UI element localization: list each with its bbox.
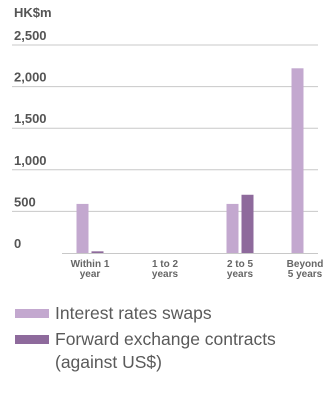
x-category-label: 1 to 2 bbox=[152, 259, 179, 270]
x-category-label: years bbox=[152, 269, 179, 280]
bar-forward-exchange-2 bbox=[241, 194, 254, 253]
legend-swatch-forward-exchange bbox=[15, 335, 49, 344]
legend-swatch-interest-rate-swaps bbox=[15, 309, 49, 318]
y-tick-label: 0 bbox=[14, 236, 21, 251]
chart-legend: Interest rates swaps Forward exchange co… bbox=[12, 302, 317, 377]
y-tick-label: 1,500 bbox=[14, 111, 47, 126]
legend-label: Interest rates swaps bbox=[55, 303, 212, 323]
x-category-label: years bbox=[227, 269, 254, 280]
legend-item-forward-exchange: Forward exchange contracts (against US$) bbox=[12, 328, 317, 374]
y-tick-label: 500 bbox=[14, 194, 36, 209]
x-category-label: 5 years bbox=[288, 269, 323, 280]
x-category-label: year bbox=[80, 269, 101, 280]
legend-item-interest-rate-swaps: Interest rates swaps bbox=[12, 302, 317, 325]
bar-interest-rate-swaps-2 bbox=[226, 203, 239, 253]
x-category-label: Beyond bbox=[287, 259, 324, 270]
x-category-label: 2 to 5 bbox=[227, 259, 254, 270]
y-unit-label: HK$m bbox=[14, 5, 52, 20]
y-tick-label: 2,500 bbox=[14, 28, 47, 43]
bar-forward-exchange-0 bbox=[91, 251, 104, 253]
y-tick-label: 2,000 bbox=[14, 70, 47, 85]
x-category-label: Within 1 bbox=[71, 259, 110, 270]
legend-label: Forward exchange contracts (against US$) bbox=[55, 329, 276, 372]
bar-interest-rate-swaps-0 bbox=[76, 203, 89, 253]
bar-interest-rate-swaps-3 bbox=[291, 68, 304, 254]
y-tick-label: 1,000 bbox=[14, 153, 47, 168]
